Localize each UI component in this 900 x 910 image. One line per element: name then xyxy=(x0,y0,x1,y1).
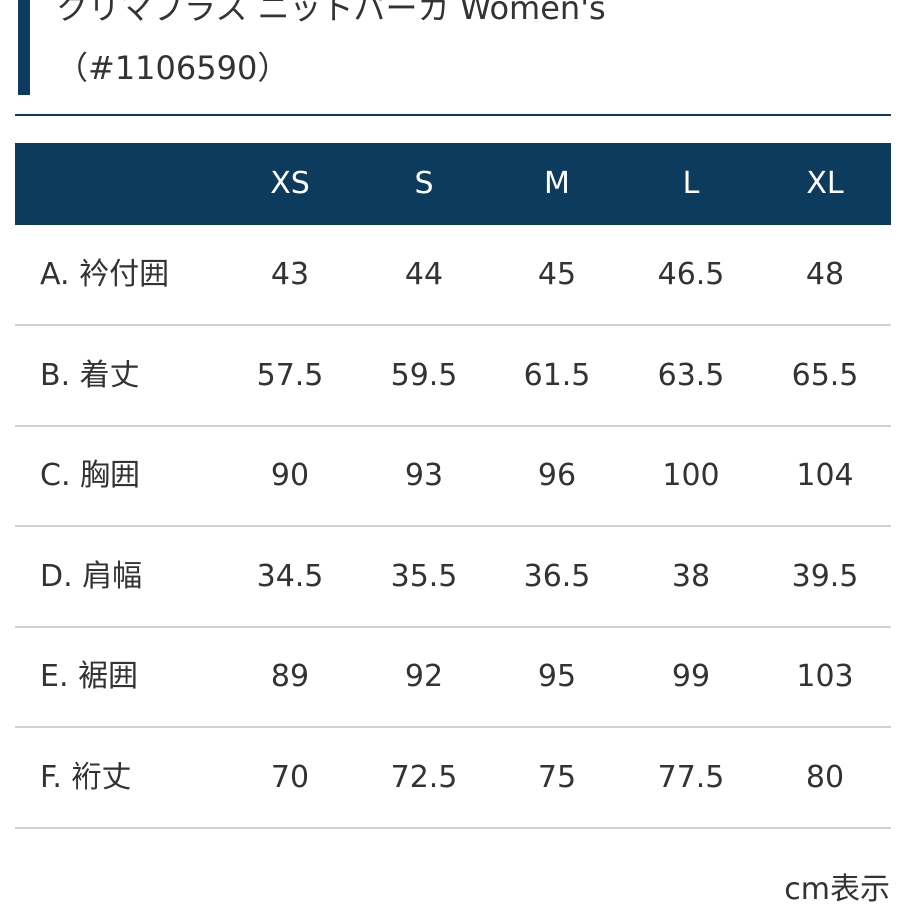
cell-value: 100 xyxy=(662,458,720,493)
cell-value: 45 xyxy=(537,257,577,292)
cell-value: 104 xyxy=(796,458,854,493)
row-separator xyxy=(15,625,891,628)
row-separator xyxy=(15,726,891,728)
accent-bar xyxy=(18,0,30,95)
row-label: A. 衿付囲 xyxy=(40,257,170,292)
row-label: E. 裾囲 xyxy=(40,659,139,694)
row-separator xyxy=(15,525,891,527)
cell-value: 75 xyxy=(537,759,577,795)
cell-value: 63.5 xyxy=(657,357,725,393)
unit-note: cm表示 xyxy=(784,872,890,907)
cell-value: 72.5 xyxy=(390,759,458,795)
cell-value: 95 xyxy=(537,659,577,694)
title: クリマプラス ニットパーカ Women's xyxy=(56,0,606,27)
cell-value: 44 xyxy=(404,257,444,292)
row-label: D. 肩幅 xyxy=(40,558,143,594)
divider xyxy=(15,114,891,116)
column-header: XS xyxy=(270,166,310,201)
cell-value: 93 xyxy=(404,458,444,493)
cell-value: 34.5 xyxy=(256,558,324,594)
row-label: C. 胸囲 xyxy=(40,458,141,493)
column-header: L xyxy=(682,166,700,201)
column-header: S xyxy=(414,166,434,201)
cell-value: 77.5 xyxy=(657,759,725,795)
cell-value: 59.5 xyxy=(390,357,458,393)
cell-value: 65.5 xyxy=(791,357,859,393)
product-code: （#1106590） xyxy=(56,49,290,87)
cell-value: 46.5 xyxy=(657,257,725,292)
cell-value: 38 xyxy=(671,558,711,594)
cell-value: 96 xyxy=(537,458,577,493)
cell-value: 43 xyxy=(270,257,310,292)
cell-value: 48 xyxy=(805,257,845,292)
table-header xyxy=(15,143,891,225)
cell-value: 103 xyxy=(796,659,854,694)
cell-value: 36.5 xyxy=(523,558,591,594)
cell-value: 89 xyxy=(270,659,310,694)
cell-value: 61.5 xyxy=(523,357,591,393)
cell-value: 92 xyxy=(404,659,444,694)
column-header: XL xyxy=(806,166,844,201)
cell-value: 57.5 xyxy=(256,357,324,393)
cell-value: 35.5 xyxy=(390,558,458,594)
row-separator xyxy=(15,324,891,326)
row-label: F. 裄丈 xyxy=(40,759,132,795)
cell-value: 70 xyxy=(270,759,310,795)
row-separator xyxy=(15,826,891,829)
row-label: B. 着丈 xyxy=(40,357,140,393)
cell-value: 39.5 xyxy=(791,558,859,594)
cell-value: 80 xyxy=(805,759,845,795)
cell-value: 99 xyxy=(671,659,711,694)
cell-value: 90 xyxy=(270,458,310,493)
column-header: M xyxy=(544,166,570,201)
row-separator xyxy=(15,424,891,427)
